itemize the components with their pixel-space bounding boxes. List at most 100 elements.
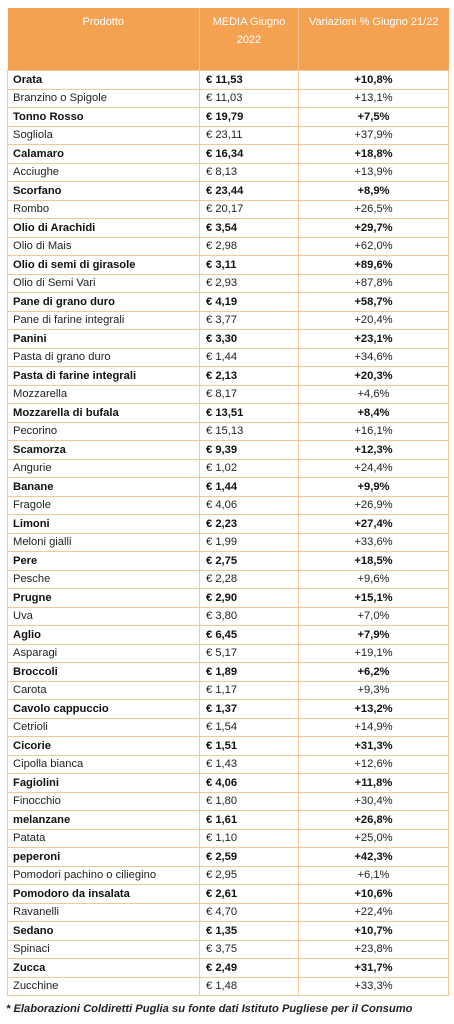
table-row: Orata € 11,53 +10,8% (7, 70, 449, 90)
price-cell: € 2,49 (199, 958, 299, 978)
table-row: Olio di Mais € 2,98 +62,0% (7, 236, 449, 256)
change-cell: +9,3% (298, 680, 449, 700)
change-cell: +31,7% (298, 958, 449, 978)
change-cell: +14,9% (298, 717, 449, 737)
price-cell: € 1,61 (199, 810, 299, 830)
table-row: melanzane € 1,61 +26,8% (7, 810, 449, 830)
price-cell: € 3,30 (199, 329, 299, 349)
change-cell: +6,2% (298, 662, 449, 682)
price-cell: € 1,54 (199, 717, 299, 737)
change-cell: +12,6% (298, 754, 449, 774)
product-cell: Pere (7, 551, 200, 571)
product-cell: Prugne (7, 588, 200, 608)
price-cell: € 2,75 (199, 551, 299, 571)
product-cell: Fagiolini (7, 773, 200, 793)
price-cell: € 1,35 (199, 921, 299, 941)
product-cell: Tonno Rosso (7, 107, 200, 127)
product-cell: Cipolla bianca (7, 754, 200, 774)
change-cell: +20,3% (298, 366, 449, 386)
change-cell: +7,5% (298, 107, 449, 127)
change-cell: +9,6% (298, 569, 449, 589)
table-row: Pomodoro da insalata € 2,61 +10,6% (7, 884, 449, 904)
header-average-price: MEDIA Giugno 2022 (199, 8, 299, 71)
source-footnote: * Elaborazioni Coldiretti Puglia su font… (6, 1003, 413, 1015)
change-cell: +10,8% (298, 70, 449, 90)
price-cell: € 23,11 (199, 125, 299, 145)
change-cell: +13,9% (298, 162, 449, 182)
table-row: Fragole € 4,06 +26,9% (7, 495, 449, 515)
product-cell: Mozzarella (7, 384, 200, 404)
price-cell: € 15,13 (199, 421, 299, 441)
change-cell: +42,3% (298, 847, 449, 867)
price-cell: € 3,77 (199, 310, 299, 330)
price-cell: € 1,37 (199, 699, 299, 719)
change-cell: +16,1% (298, 421, 449, 441)
table-row: Zucchine € 1,48 +33,3% (7, 976, 449, 996)
price-cell: € 19,79 (199, 107, 299, 127)
price-cell: € 23,44 (199, 181, 299, 201)
change-cell: +26,8% (298, 810, 449, 830)
product-cell: Fragole (7, 495, 200, 515)
table-row: Broccoli € 1,89 +6,2% (7, 662, 449, 682)
price-cell: € 13,51 (199, 403, 299, 423)
price-cell: € 1,48 (199, 976, 299, 996)
change-cell: +8,4% (298, 403, 449, 423)
change-cell: +13,1% (298, 88, 449, 108)
price-cell: € 1,10 (199, 828, 299, 848)
price-cell: € 2,93 (199, 273, 299, 293)
change-cell: +31,3% (298, 736, 449, 756)
product-cell: Branzino o Spigole (7, 88, 200, 108)
change-cell: +4,6% (298, 384, 449, 404)
change-cell: +26,5% (298, 199, 449, 219)
product-cell: Meloni gialli (7, 532, 200, 552)
table-row: Banane € 1,44 +9,9% (7, 477, 449, 497)
table-row: Meloni gialli € 1,99 +33,6% (7, 532, 449, 552)
table-row: Pasta di farine integrali € 2,13 +20,3% (7, 366, 449, 386)
price-cell: € 9,39 (199, 440, 299, 460)
table-row: peperoni € 2,59 +42,3% (7, 847, 449, 867)
price-cell: € 4,06 (199, 495, 299, 515)
price-cell: € 2,90 (199, 588, 299, 608)
change-cell: +24,4% (298, 458, 449, 478)
table-row: Uva € 3,80 +7,0% (7, 606, 449, 626)
price-cell: € 2,95 (199, 865, 299, 885)
product-cell: Pasta di farine integrali (7, 366, 200, 386)
price-cell: € 1,17 (199, 680, 299, 700)
table-row: Olio di Semi Vari € 2,93 +87,8% (7, 273, 449, 293)
header-product: Prodotto (7, 8, 200, 71)
change-cell: +7,9% (298, 625, 449, 645)
price-cell: € 2,98 (199, 236, 299, 256)
table-body: Orata € 11,53 +10,8% Branzino o Spigole € 11… (7, 70, 449, 996)
table-row: Tonno Rosso € 19,79 +7,5% (7, 107, 449, 127)
change-cell: +89,6% (298, 255, 449, 275)
price-cell: € 6,45 (199, 625, 299, 645)
table-row: Cetrioli € 1,54 +14,9% (7, 717, 449, 737)
table-row: Panini € 3,30 +23,1% (7, 329, 449, 349)
change-cell: +15,1% (298, 588, 449, 608)
product-cell: Sogliola (7, 125, 200, 145)
product-cell: Orata (7, 70, 200, 90)
change-cell: +26,9% (298, 495, 449, 515)
table-row: Mozzarella di bufala € 13,51 +8,4% (7, 403, 449, 423)
product-cell: Cavolo cappuccio (7, 699, 200, 719)
price-cell: € 4,19 (199, 292, 299, 312)
change-cell: +23,1% (298, 329, 449, 349)
change-cell: +37,9% (298, 125, 449, 145)
change-cell: +7,0% (298, 606, 449, 626)
product-cell: Ravanelli (7, 902, 200, 922)
table-row: Sedano € 1,35 +10,7% (7, 921, 449, 941)
product-cell: Olio di Semi Vari (7, 273, 200, 293)
change-cell: +20,4% (298, 310, 449, 330)
change-cell: +22,4% (298, 902, 449, 922)
change-cell: +19,1% (298, 643, 449, 663)
product-cell: Patata (7, 828, 200, 848)
table-header-row: Prodotto MEDIA Giugno 2022 Variazioni % … (7, 8, 449, 71)
product-cell: Mozzarella di bufala (7, 403, 200, 423)
table-row: Asparagi € 5,17 +19,1% (7, 643, 449, 663)
table-row: Cicorie € 1,51 +31,3% (7, 736, 449, 756)
change-cell: +29,7% (298, 218, 449, 238)
table-row: Spinaci € 3,75 +23,8% (7, 939, 449, 959)
product-cell: Calamaro (7, 144, 200, 164)
table-row: Aglio € 6,45 +7,9% (7, 625, 449, 645)
table-row: Rombo € 20,17 +26,5% (7, 199, 449, 219)
